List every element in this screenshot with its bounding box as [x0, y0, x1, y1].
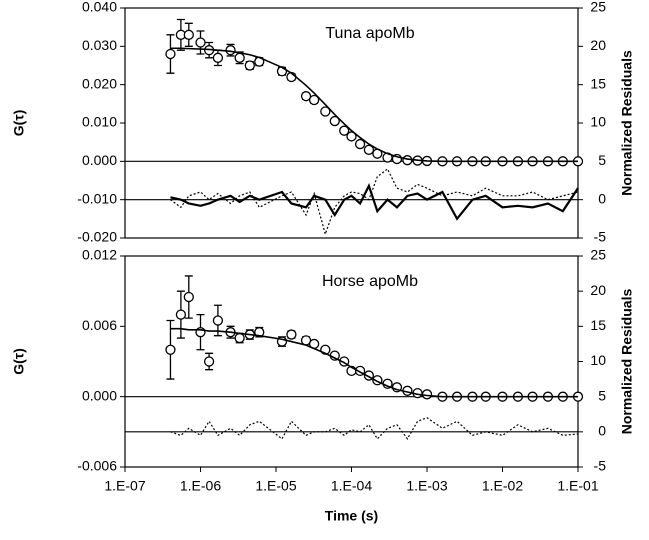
data-point [165, 344, 176, 355]
data-point [234, 332, 245, 344]
x-tick-label: 1.E-01 [557, 478, 598, 494]
y-tick-label: 0.020 [82, 75, 117, 91]
y2-tick-label: 10 [590, 352, 606, 368]
x-tick-label: 1.E-07 [104, 478, 145, 494]
x-axis-title: Time (s) [325, 508, 378, 524]
y2-tick-label: -5 [594, 458, 607, 474]
fit-line [170, 47, 578, 163]
y-tick-label: 0.030 [82, 37, 117, 53]
x-tick-label: 1.E-05 [255, 478, 296, 494]
y2-tick-label: 20 [590, 37, 606, 53]
y-tick-label: -0.020 [77, 229, 117, 245]
y-tick-label: -0.010 [77, 190, 117, 206]
data-point [346, 131, 357, 142]
data-point [195, 37, 206, 48]
residual-line [170, 417, 579, 440]
data-point [354, 138, 366, 150]
y-axis-title: G(τ) [11, 348, 27, 374]
data-point [225, 45, 236, 56]
x-tick-label: 1.E-02 [482, 478, 523, 494]
y-tick-label: 0.040 [82, 0, 117, 15]
data-point [300, 91, 312, 102]
y2-tick-label: -5 [594, 229, 607, 245]
annotation: Tuna apoMb [325, 25, 414, 42]
x-tick-label: 1.E-06 [180, 478, 221, 494]
data-point [165, 48, 176, 60]
fit-line [170, 327, 578, 398]
data-point [183, 29, 194, 40]
y-tick-label: -0.006 [77, 458, 117, 474]
y2-tick-label: 5 [598, 387, 606, 403]
y-tick-label: 0.012 [82, 247, 117, 263]
data-point [203, 356, 215, 367]
y-tick-label: 0.000 [82, 152, 117, 168]
y2-tick-label: 15 [590, 75, 606, 91]
data-point [212, 52, 224, 63]
y-tick-label: 0.010 [82, 114, 117, 130]
data-point [234, 52, 245, 63]
y2-tick-label: 25 [590, 247, 606, 263]
x-tick-label: 1.E-03 [406, 478, 447, 494]
y2-tick-label: 15 [590, 317, 606, 333]
x-tick-label: 1.E-04 [331, 478, 372, 494]
data-point [308, 94, 320, 106]
data-point [175, 309, 187, 320]
data-point [363, 144, 375, 155]
data-point [254, 327, 265, 338]
y2-tick-label: 0 [598, 423, 606, 439]
data-point [183, 291, 194, 303]
y2-tick-label: 25 [590, 0, 606, 15]
y-tick-label: 0.006 [82, 317, 117, 333]
data-point [320, 106, 331, 117]
data-point [244, 60, 255, 71]
y2-tick-label: 10 [590, 114, 606, 130]
residual-line [170, 168, 579, 237]
data-point [195, 327, 206, 338]
y-axis-title: G(τ) [11, 110, 27, 136]
y2-tick-label: 20 [590, 282, 606, 298]
data-point [329, 115, 340, 127]
data-point [212, 315, 224, 326]
y2-axis-title: Normalized Residuals [619, 289, 635, 435]
data-point [286, 329, 297, 340]
y-tick-label: 0.000 [82, 387, 117, 403]
residual-line [170, 182, 579, 221]
y2-tick-label: 0 [598, 190, 606, 206]
y2-axis-title: Normalized Residuals [619, 50, 635, 196]
y2-tick-label: 5 [598, 152, 606, 168]
annotation: Horse apoMb [322, 273, 418, 290]
data-point [339, 125, 350, 136]
